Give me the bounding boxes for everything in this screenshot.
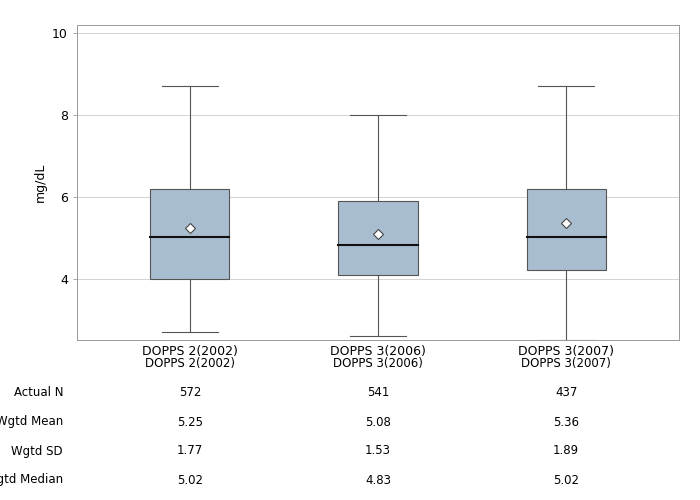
Text: DOPPS 3(2007): DOPPS 3(2007) — [522, 358, 611, 370]
Text: 5.02: 5.02 — [553, 474, 579, 486]
Text: 437: 437 — [555, 386, 578, 400]
Text: 5.02: 5.02 — [177, 474, 203, 486]
Text: 1.77: 1.77 — [176, 444, 203, 458]
Text: Actual N: Actual N — [13, 386, 63, 400]
Bar — [339, 201, 417, 274]
Text: 572: 572 — [178, 386, 201, 400]
Text: 5.08: 5.08 — [365, 416, 391, 428]
Y-axis label: mg/dL: mg/dL — [34, 163, 46, 202]
Text: 1.53: 1.53 — [365, 444, 391, 458]
Text: Wgtd SD: Wgtd SD — [11, 444, 63, 458]
Text: 1.89: 1.89 — [553, 444, 579, 458]
Text: 5.36: 5.36 — [553, 416, 579, 428]
Text: DOPPS 2(2002): DOPPS 2(2002) — [145, 358, 235, 370]
Text: Wgtd Median: Wgtd Median — [0, 474, 63, 486]
Bar — [150, 188, 230, 278]
Text: DOPPS 3(2006): DOPPS 3(2006) — [333, 358, 423, 370]
Bar — [526, 188, 606, 270]
Text: 541: 541 — [367, 386, 389, 400]
Text: 4.83: 4.83 — [365, 474, 391, 486]
Text: Wgtd Mean: Wgtd Mean — [0, 416, 63, 428]
Text: 5.25: 5.25 — [177, 416, 203, 428]
